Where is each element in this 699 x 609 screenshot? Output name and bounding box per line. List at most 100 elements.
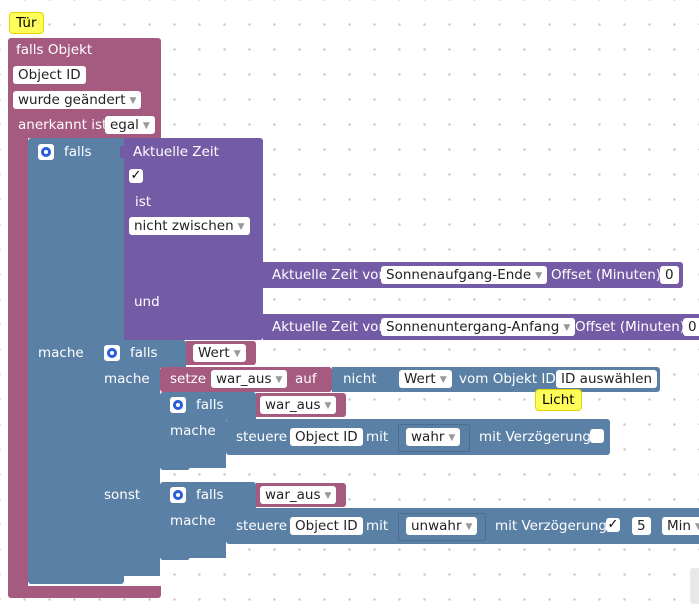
event-object-text: Object ID: [18, 67, 81, 83]
ack-text: egal: [110, 117, 139, 133]
chevron-down-icon: ▼: [237, 222, 245, 232]
chevron-down-icon: ▼: [142, 121, 150, 131]
get-value-from-label: vom Objekt ID: [459, 371, 556, 387]
if4-falls: falls: [196, 487, 224, 503]
time-value2-label: Aktuelle Zeit von: [272, 319, 388, 335]
if3-falls: falls: [196, 397, 224, 413]
if4-delay-label: mit Verzögerung: [495, 518, 607, 534]
trash-icon[interactable]: [690, 568, 699, 604]
not-label: nicht: [343, 371, 377, 387]
if3-delay-checkbox[interactable]: [590, 429, 604, 443]
if3-cond-dropdown[interactable]: war_aus ▼: [260, 396, 337, 414]
get-value-id-text: ID auswählen: [561, 371, 653, 387]
set-var-text: war_aus: [216, 371, 272, 387]
time-operator-dropdown[interactable]: nicht zwischen ▼: [129, 217, 250, 235]
if4-object-field[interactable]: Object ID: [290, 517, 363, 535]
get-value-text: Wert: [404, 371, 436, 387]
chevron-down-icon: ▼: [324, 491, 332, 501]
chevron-down-icon: ▼: [448, 433, 456, 443]
if4-bool-dropdown[interactable]: unwahr ▼: [406, 517, 478, 535]
time-value2-text: Sonnenuntergang-Anfang: [386, 319, 560, 335]
time-value1-text: Sonnenaufgang-Ende: [386, 267, 532, 283]
event-trigger-dropdown[interactable]: wurde geändert ▼: [13, 91, 142, 109]
time-compare-tab: [120, 146, 124, 158]
time-value1-offset-text: 0: [665, 267, 674, 283]
chevron-down-icon: ▼: [694, 522, 699, 532]
if4-delay-value-text: 5: [637, 518, 646, 534]
event-object-field[interactable]: Object ID: [13, 66, 86, 84]
time-value1-offset-field[interactable]: 0: [660, 266, 679, 284]
chevron-down-icon: ▼: [535, 271, 543, 281]
if4-unit-dropdown[interactable]: Min ▼: [662, 517, 699, 535]
set-auf-label: auf: [295, 371, 317, 387]
time-value1-label: Aktuelle Zeit von: [272, 267, 388, 283]
ack-dropdown[interactable]: egal ▼: [105, 116, 155, 134]
settings-icon[interactable]: [170, 487, 186, 503]
if4-mache: mache: [170, 513, 216, 529]
time-current-label: Aktuelle Zeit: [133, 144, 219, 160]
comment-licht[interactable]: Licht: [535, 389, 582, 411]
if3-object-text: Object ID: [295, 429, 358, 445]
get-value-id-select[interactable]: ID auswählen: [556, 370, 658, 388]
time-ist-label: ist: [135, 194, 152, 210]
if4-cond-dropdown[interactable]: war_aus ▼: [260, 486, 337, 504]
if1-falls: falls: [64, 144, 92, 160]
if3-steuere-label: steuere: [236, 429, 288, 445]
if3-cond-text: war_aus: [265, 397, 321, 413]
time-value2-dropdown[interactable]: Sonnenuntergang-Anfang ▼: [381, 318, 576, 336]
if1-mache-spine: [28, 343, 94, 579]
if2-cond-dropdown[interactable]: Wert ▼: [193, 344, 246, 362]
event-title: falls Objekt: [16, 42, 93, 58]
chevron-down-icon: ▼: [563, 323, 571, 333]
if2-spine: [94, 366, 160, 576]
time-value2-offset-text: 0: [688, 319, 697, 335]
time-value1-tab: [259, 269, 263, 281]
if1-block[interactable]: [28, 138, 124, 343]
time-compare-block[interactable]: [124, 138, 263, 340]
set-setze-label: setze: [170, 371, 207, 387]
ack-label: anerkannt ist: [18, 117, 108, 133]
chevron-down-icon: ▼: [465, 522, 473, 532]
if4-bool-text: unwahr: [411, 518, 462, 534]
chevron-down-icon: ▼: [129, 96, 137, 106]
comment-tuer[interactable]: Tür: [9, 12, 44, 34]
if3-mit-label: mit: [366, 429, 389, 445]
if3-delay-label: mit Verzögerung: [479, 429, 591, 445]
set-var-dropdown[interactable]: war_aus ▼: [211, 370, 288, 388]
chevron-down-icon: ▼: [275, 375, 283, 385]
chevron-down-icon: ▼: [233, 349, 241, 359]
if2-sonst: sonst: [104, 487, 141, 503]
if4-delay-value-field[interactable]: 5: [632, 517, 651, 535]
if4-delay-checkbox[interactable]: ✓: [606, 517, 620, 532]
if3-bool-dropdown[interactable]: wahr ▼: [406, 428, 461, 446]
time-value1-offset-label: Offset (Minuten): [551, 267, 662, 283]
if2-falls: falls: [130, 345, 158, 361]
if4-mit-label: mit: [366, 518, 389, 534]
settings-icon[interactable]: [170, 397, 186, 413]
time-value2-tab: [259, 321, 263, 333]
if4-unit-text: Min: [667, 518, 691, 534]
time-value1-dropdown[interactable]: Sonnenaufgang-Ende ▼: [381, 266, 548, 284]
chevron-down-icon: ▼: [324, 401, 332, 411]
if4-object-text: Object ID: [295, 518, 358, 534]
not-block[interactable]: [332, 367, 398, 392]
time-und-label: und: [134, 294, 160, 310]
event-block-spine: [8, 138, 28, 590]
event-trigger-text: wurde geändert: [18, 92, 126, 108]
settings-icon[interactable]: [38, 144, 54, 160]
time-value2-offset-label: Offset (Minuten): [575, 319, 686, 335]
time-operator-text: nicht zwischen: [134, 218, 234, 234]
chevron-down-icon: ▼: [439, 375, 447, 385]
settings-icon[interactable]: [104, 345, 120, 361]
if3-object-field[interactable]: Object ID: [290, 428, 363, 446]
event-block-footer: [8, 586, 161, 598]
time-checkbox[interactable]: ✓: [129, 168, 143, 183]
if2-footer: [94, 566, 124, 576]
time-value2-offset-field[interactable]: 0: [683, 318, 699, 336]
if3-bool-text: wahr: [411, 429, 445, 445]
if4-cond-text: war_aus: [265, 487, 321, 503]
get-value-dropdown[interactable]: Wert ▼: [399, 370, 452, 388]
if3-mache: mache: [170, 423, 216, 439]
if2-mache: mache: [104, 371, 150, 387]
if2-cond-text: Wert: [198, 345, 230, 361]
